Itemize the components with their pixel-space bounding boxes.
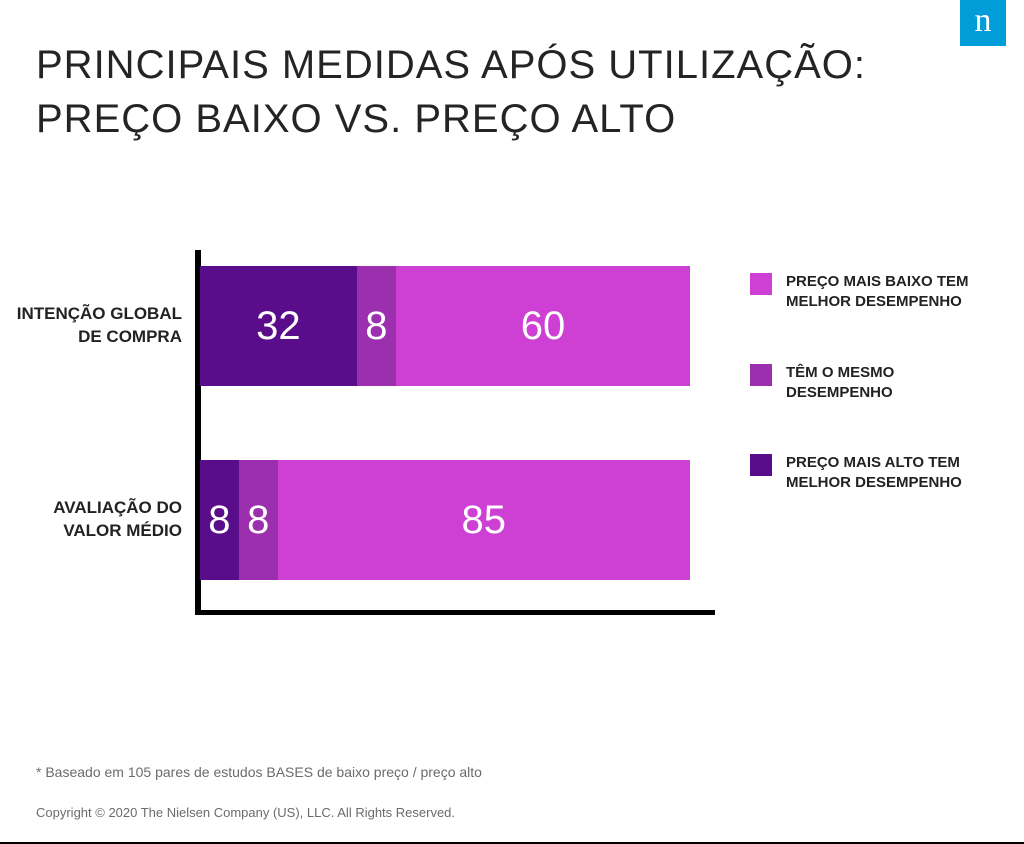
legend-swatch	[750, 364, 772, 386]
bar-stack: 32860	[200, 266, 690, 386]
chart-legend: PREÇO MAIS BAIXO TEM MELHOR DESEMPENHO TÊ…	[750, 272, 1000, 544]
category-label: AVALIAÇÃO DO VALOR MÉDIO	[0, 497, 188, 543]
chart-title: PRINCIPAIS MEDIDAS APÓS UTILIZAÇÃO: PREÇ…	[36, 38, 988, 146]
title-line-1: PRINCIPAIS MEDIDAS APÓS UTILIZAÇÃO:	[36, 43, 866, 87]
footnote-text: * Baseado em 105 pares de estudos BASES …	[36, 764, 482, 780]
legend-label: PREÇO MAIS ALTO TEM MELHOR DESEMPENHO	[786, 453, 1000, 494]
brand-logo: n	[960, 0, 1006, 46]
legend-item: PREÇO MAIS BAIXO TEM MELHOR DESEMPENHO	[750, 272, 1000, 313]
chart-area: INTENÇÃO GLOBAL DE COMPRA 32860 AVALIAÇÃ…	[0, 250, 1024, 670]
bar-segment: 8	[200, 460, 239, 580]
legend-label: TÊM O MESMO DESEMPENHO	[786, 363, 1000, 404]
category-label: INTENÇÃO GLOBAL DE COMPRA	[0, 303, 188, 349]
legend-item: PREÇO MAIS ALTO TEM MELHOR DESEMPENHO	[750, 453, 1000, 494]
bar-segment: 8	[239, 460, 278, 580]
legend-swatch	[750, 454, 772, 476]
bar-segment: 8	[357, 266, 396, 386]
legend-item: TÊM O MESMO DESEMPENHO	[750, 363, 1000, 404]
bar-segment: 85	[278, 460, 690, 580]
bar-stack: 8885	[200, 460, 690, 580]
bar-segment: 32	[200, 266, 357, 386]
copyright-text: Copyright © 2020 The Nielsen Company (US…	[36, 805, 455, 820]
bar-segment: 60	[396, 266, 690, 386]
legend-swatch	[750, 273, 772, 295]
title-line-2: PREÇO BAIXO VS. PREÇO ALTO	[36, 97, 676, 141]
legend-label: PREÇO MAIS BAIXO TEM MELHOR DESEMPENHO	[786, 272, 1000, 313]
